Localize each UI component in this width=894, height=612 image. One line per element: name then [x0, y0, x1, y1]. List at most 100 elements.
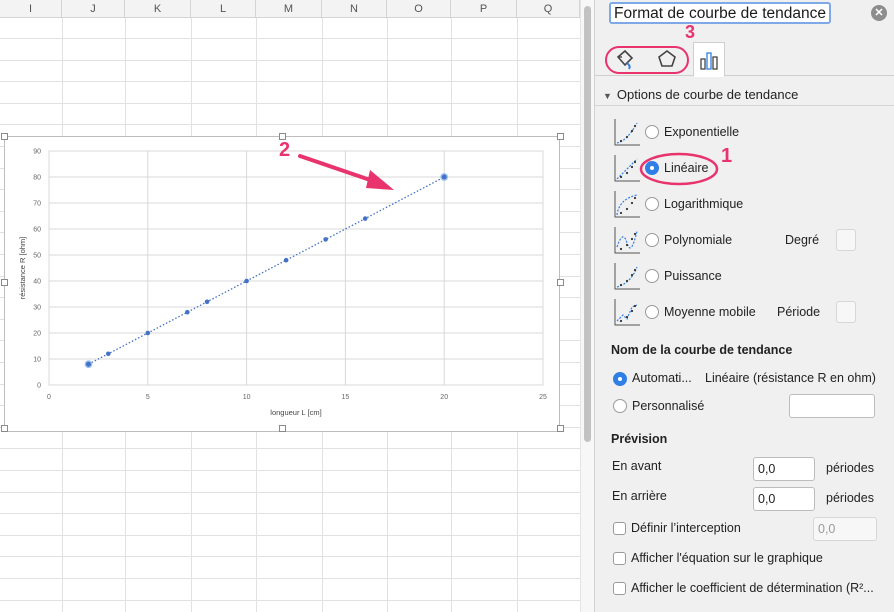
column-header-i[interactable]: I: [0, 0, 62, 18]
forecast-backward-unit: périodes: [826, 491, 874, 505]
vertical-scrollbar[interactable]: [580, 0, 594, 612]
trendline-type-label: Logarithmique: [664, 197, 744, 211]
icon-axes: [614, 227, 640, 254]
grid-row-line: [0, 470, 580, 471]
column-header-o[interactable]: O: [387, 0, 451, 18]
y-tick-label: 30: [33, 305, 41, 312]
trendline-option-row[interactable]: Puissance: [613, 261, 883, 293]
resize-handle-top-right[interactable]: [557, 133, 564, 140]
trendline-type-radio[interactable]: [645, 161, 659, 175]
icon-dot: [619, 319, 623, 323]
icon-dot: [630, 165, 634, 169]
radio-name-custom[interactable]: [613, 399, 627, 413]
resize-handle-bottom[interactable]: [279, 425, 286, 432]
trendline-option-row[interactable]: Moyenne mobile Période: [613, 297, 883, 329]
scatter-chart[interactable]: 0 10 20 30 40 50 60 70 80 90 0 5 10 15 20 25 longueur …: [5, 137, 561, 433]
icon-dot: [625, 279, 629, 283]
icon-dot: [630, 309, 634, 313]
trendline-options-icon: [700, 51, 718, 70]
grid-row-line: [0, 448, 580, 449]
y-tick-label: 80: [33, 175, 41, 182]
column-header-j[interactable]: J: [62, 0, 125, 18]
checkbox-show-equation[interactable]: [613, 552, 626, 565]
close-button[interactable]: ✕: [871, 5, 887, 21]
intercept-input[interactable]: 0,0: [813, 517, 877, 541]
show-equation-label: Afficher l'équation sur le graphique: [631, 551, 823, 565]
icon-dot: [633, 124, 637, 128]
grid-row-line: [0, 578, 580, 579]
trendline-type-radio[interactable]: [645, 197, 659, 211]
trendline-option-row[interactable]: Exponentielle: [613, 117, 883, 149]
resize-handle-top[interactable]: [279, 133, 286, 140]
resize-handle-top-left[interactable]: [1, 133, 8, 140]
icon-dot: [619, 139, 623, 143]
data-point: [362, 216, 368, 221]
checkbox-show-r2[interactable]: [613, 582, 626, 595]
column-header-p[interactable]: P: [451, 0, 517, 18]
resize-handle-bottom-right[interactable]: [557, 425, 564, 432]
resize-handle-left[interactable]: [1, 279, 8, 286]
checkbox-set-intercept[interactable]: [613, 522, 626, 535]
column-header-m[interactable]: M: [256, 0, 322, 18]
column-header-bar: I J K L M N O P Q: [0, 0, 580, 18]
data-point: [283, 257, 289, 263]
name-custom-label: Personnalisé: [632, 399, 705, 413]
trendline-option-row[interactable]: Polynomiale Degré: [613, 225, 883, 257]
forecast-backward-input[interactable]: 0,0: [753, 487, 815, 511]
data-point: [323, 237, 328, 242]
icon-dot: [619, 247, 623, 251]
data-points: [84, 173, 449, 369]
chart-object[interactable]: 0 10 20 30 40 50 60 70 80 90 0 5 10 15 20 25 longueur …: [1, 133, 564, 433]
y-tick-label: 90: [33, 149, 41, 156]
icon-dot: [630, 237, 634, 241]
grid-row-line: [0, 60, 580, 61]
column-header-k[interactable]: K: [125, 0, 191, 18]
trendline-type-radio[interactable]: [645, 305, 659, 319]
forecast-forward-input[interactable]: 0,0: [753, 457, 815, 481]
trendline-parameter-spinner[interactable]: [836, 301, 856, 323]
x-tick-label: 15: [342, 394, 350, 401]
trendline-type-label: Linéaire: [664, 161, 709, 175]
section-header[interactable]: ▼ Options de courbe de tendance: [595, 84, 894, 106]
scrollbar-thumb[interactable]: [584, 6, 591, 442]
trendline-parameter-spinner[interactable]: [836, 229, 856, 251]
resize-handle-right[interactable]: [557, 279, 564, 286]
tab-trendline-options[interactable]: [693, 42, 725, 77]
pane-tabs: [595, 42, 894, 77]
icon-dot: [619, 283, 623, 287]
icon-dot: [633, 196, 637, 200]
icon-dot: [625, 315, 629, 319]
column-header-q[interactable]: Q: [517, 0, 580, 18]
annotation-arrow: [298, 154, 394, 190]
grid-row-line: [0, 600, 580, 601]
trendline-option-row[interactable]: Logarithmique: [613, 189, 883, 221]
x-tick-label: 10: [243, 394, 251, 401]
data-point: [145, 330, 151, 336]
data-point: [105, 351, 111, 357]
trendline-type-label: Moyenne mobile: [664, 305, 756, 319]
trendline-type-radio[interactable]: [645, 233, 659, 247]
trendline-type-radio[interactable]: [645, 269, 659, 283]
radio-name-automatic[interactable]: [613, 372, 627, 386]
collapse-triangle-icon: ▼: [603, 91, 612, 101]
annotation-step-2: 2: [279, 139, 291, 161]
annotation-step-3: 3: [685, 22, 696, 42]
trendline-type-radio[interactable]: [645, 125, 659, 139]
trendline-type-label: Polynomiale: [664, 233, 733, 247]
trendline-option-row[interactable]: Linéaire: [613, 153, 883, 185]
icon-dot: [633, 160, 637, 164]
data-point: [204, 299, 210, 305]
close-icon: ✕: [874, 7, 884, 19]
resize-handle-bottom-left[interactable]: [1, 425, 8, 432]
column-header-l[interactable]: L: [191, 0, 256, 18]
y-tick-label: 10: [33, 357, 41, 364]
y-tick-label: 70: [33, 201, 41, 208]
icon-axes: [614, 119, 640, 146]
annotation-linear-highlight: [639, 152, 719, 186]
column-header-n[interactable]: N: [322, 0, 387, 18]
annotation-step-1: 1: [721, 145, 733, 167]
icon-dot: [619, 175, 623, 179]
icon-dot: [625, 171, 629, 175]
trendline-type-label: Puissance: [664, 269, 722, 283]
custom-name-input[interactable]: [789, 394, 875, 418]
